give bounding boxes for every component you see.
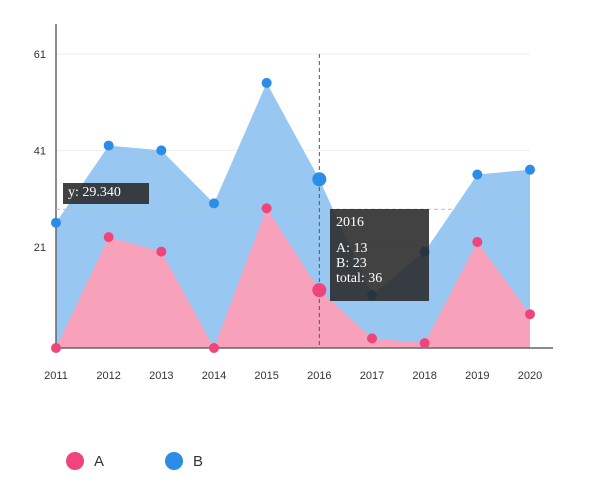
legend-item-a[interactable]: A [66, 452, 104, 470]
point-a-2011 [51, 343, 61, 353]
legend-marker-b [165, 452, 183, 470]
tooltip-line-b: B: 23 [336, 256, 367, 271]
x-tick-2016: 2016 [307, 370, 331, 382]
point-b-2020 [525, 164, 535, 175]
x-tick-2020: 2020 [518, 370, 542, 382]
point-a-2019 [472, 236, 483, 247]
x-tick-labels: 2011 2012 2013 2014 2015 2016 2017 2018 2019 2020 [44, 370, 542, 382]
y-tick-61: 61 [34, 49, 46, 61]
point-a-2020 [525, 309, 535, 320]
point-a-2017 [367, 333, 377, 344]
y-tick-41: 41 [34, 145, 46, 157]
legend-label-a: A [94, 452, 105, 470]
x-tick-2019: 2019 [465, 370, 489, 382]
point-b-2014 [209, 198, 219, 209]
x-tick-2017: 2017 [360, 370, 384, 382]
point-b-2015 [261, 77, 272, 88]
point-a-2014 [209, 343, 219, 353]
point-a-2016 [312, 283, 327, 298]
area-series-a [56, 208, 530, 348]
x-tick-2014: 2014 [202, 370, 226, 382]
y-tick-21: 21 [34, 242, 46, 254]
tooltip: 2016 A: 13 B: 23 total: 36 [330, 209, 429, 301]
tooltip-title: 2016 [336, 215, 364, 230]
point-a-2015 [261, 203, 272, 214]
point-b-2019 [472, 169, 483, 180]
x-tick-2011: 2011 [44, 370, 68, 382]
point-b-2013 [156, 145, 167, 156]
point-b-2012 [103, 140, 114, 151]
crosshair [56, 54, 530, 348]
tooltip-line-a: A: 13 [336, 241, 368, 256]
data-points [51, 77, 535, 353]
legend-item-b[interactable]: B [165, 452, 203, 470]
legend-marker-a [66, 452, 84, 470]
point-a-2012 [103, 232, 114, 243]
x-tick-2012: 2012 [96, 370, 120, 382]
point-b-2016 [312, 172, 327, 187]
point-b-2011 [51, 217, 61, 228]
x-tick-2018: 2018 [412, 370, 436, 382]
y-readout-label: y: 29.340 [63, 183, 149, 204]
legend: A B [0, 452, 611, 476]
x-tick-2013: 2013 [149, 370, 173, 382]
legend-label-b: B [193, 452, 204, 470]
tooltip-line-total: total: 36 [336, 271, 383, 286]
axes [55, 24, 553, 349]
point-a-2018 [419, 338, 430, 349]
y-tick-labels: 21 41 61 [34, 49, 46, 254]
series-areas [56, 82, 530, 348]
x-tick-2015: 2015 [254, 370, 278, 382]
point-a-2013 [156, 246, 167, 257]
